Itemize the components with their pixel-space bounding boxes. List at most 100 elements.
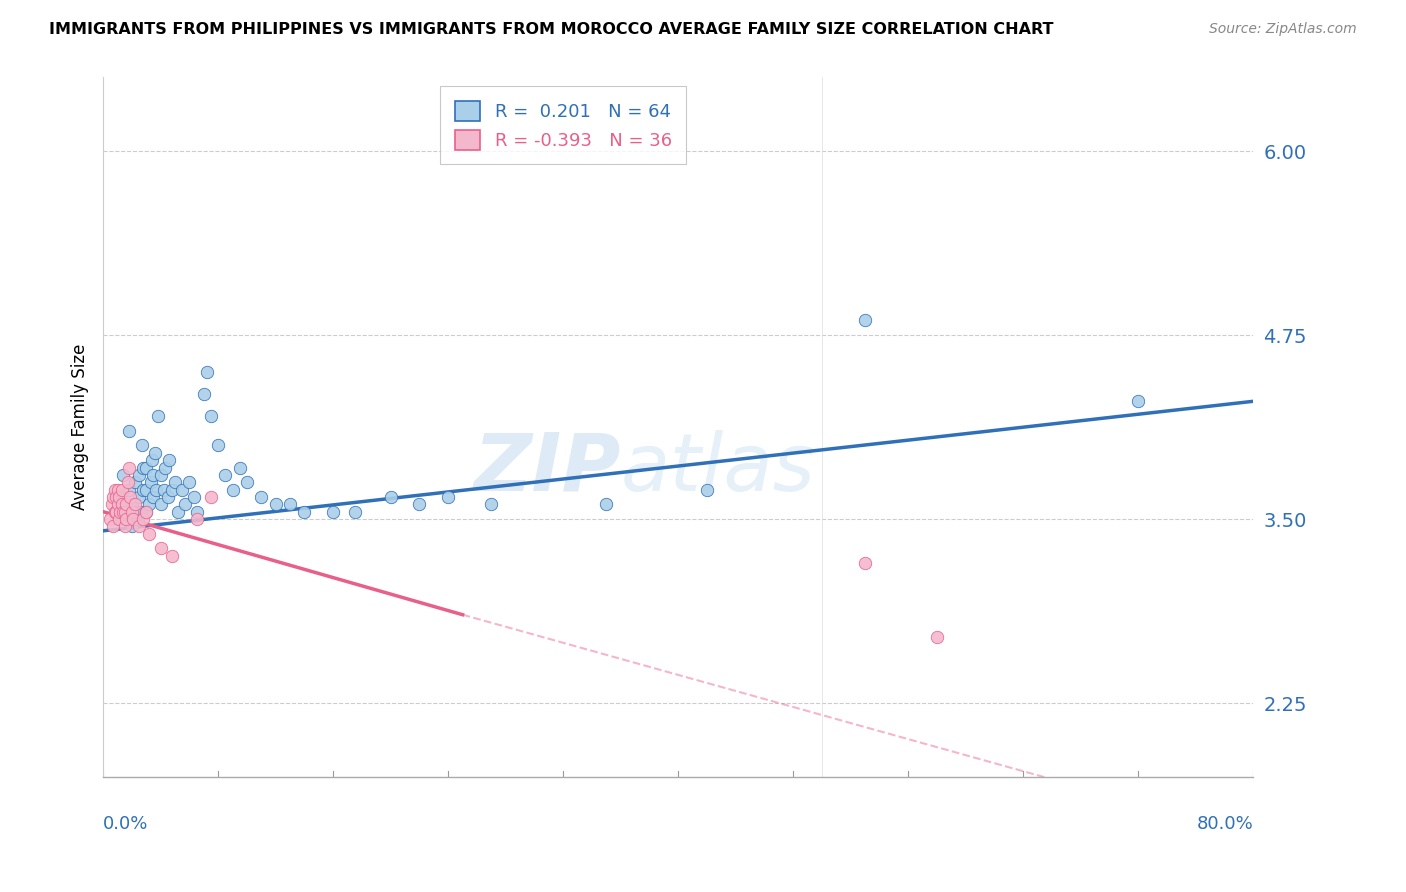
Point [479, 497, 502, 511]
Point [115, 497, 138, 511]
Point [172, 483, 194, 497]
Point [1128, 394, 1150, 409]
Point [183, 490, 205, 504]
Point [250, 490, 273, 504]
Point [111, 497, 134, 511]
Point [322, 505, 344, 519]
Point [121, 497, 143, 511]
Point [98, 512, 121, 526]
Text: 80.0%: 80.0% [1197, 815, 1253, 833]
Point [135, 460, 157, 475]
Point [696, 483, 718, 497]
Point [135, 483, 157, 497]
Point [157, 453, 180, 467]
Point [129, 505, 152, 519]
Point [294, 505, 316, 519]
Point [139, 475, 162, 490]
Point [115, 512, 138, 526]
Point [132, 460, 155, 475]
Point [207, 438, 229, 452]
Point [117, 475, 139, 490]
Point [138, 526, 160, 541]
Point [264, 497, 287, 511]
Point [195, 365, 218, 379]
Point [156, 490, 179, 504]
Text: IMMIGRANTS FROM PHILIPPINES VS IMMIGRANTS FROM MOROCCO AVERAGE FAMILY SIZE CORRE: IMMIGRANTS FROM PHILIPPINES VS IMMIGRANT… [49, 22, 1053, 37]
Point [186, 505, 208, 519]
Point [408, 497, 430, 511]
Point [131, 438, 153, 452]
Point [118, 460, 141, 475]
Point [120, 490, 142, 504]
Point [437, 490, 460, 504]
Point [105, 505, 128, 519]
Point [380, 490, 402, 504]
Point [186, 512, 208, 526]
Text: ZIP: ZIP [474, 430, 621, 508]
Point [114, 519, 136, 533]
Point [179, 475, 201, 490]
Point [104, 505, 127, 519]
Point [142, 490, 165, 504]
Point [110, 490, 132, 504]
Point [595, 497, 617, 511]
Point [149, 497, 172, 511]
Text: atlas: atlas [621, 430, 815, 508]
Point [108, 490, 131, 504]
Text: Source: ZipAtlas.com: Source: ZipAtlas.com [1209, 22, 1357, 37]
Point [141, 453, 163, 467]
Point [128, 467, 150, 482]
Text: 0.0%: 0.0% [103, 815, 149, 833]
Point [200, 409, 222, 423]
Point [146, 409, 169, 423]
Point [118, 424, 141, 438]
Point [124, 475, 146, 490]
Point [153, 460, 176, 475]
Point [132, 483, 155, 497]
Point [135, 505, 157, 519]
Point [152, 483, 174, 497]
Point [124, 505, 146, 519]
Point [149, 541, 172, 556]
Point [214, 467, 236, 482]
Point [853, 313, 876, 327]
Point [853, 556, 876, 570]
Point [122, 512, 145, 526]
Point [128, 490, 150, 504]
Point [100, 497, 122, 511]
Point [121, 519, 143, 533]
Legend: R =  0.201   N = 64, R = -0.393   N = 36: R = 0.201 N = 64, R = -0.393 N = 36 [440, 87, 686, 164]
Point [111, 483, 134, 497]
Point [135, 505, 157, 519]
Point [229, 460, 252, 475]
Point [112, 467, 135, 482]
Point [138, 497, 160, 511]
Point [278, 497, 301, 511]
Point [132, 512, 155, 526]
Point [105, 490, 128, 504]
Point [107, 512, 129, 526]
Point [118, 483, 141, 497]
Point [160, 483, 183, 497]
Point [103, 519, 125, 533]
Point [160, 549, 183, 563]
Y-axis label: Average Family Size: Average Family Size [72, 343, 89, 510]
Point [200, 490, 222, 504]
Point [163, 475, 186, 490]
Point [143, 446, 166, 460]
Point [107, 497, 129, 511]
Point [343, 505, 366, 519]
Point [114, 505, 136, 519]
Point [221, 483, 243, 497]
Point [145, 483, 167, 497]
Point [124, 497, 146, 511]
Point [104, 483, 127, 497]
Point [174, 497, 197, 511]
Point [121, 505, 143, 519]
Point [107, 483, 129, 497]
Point [112, 505, 135, 519]
Point [167, 505, 190, 519]
Point [149, 467, 172, 482]
Point [193, 387, 215, 401]
Point [236, 475, 259, 490]
